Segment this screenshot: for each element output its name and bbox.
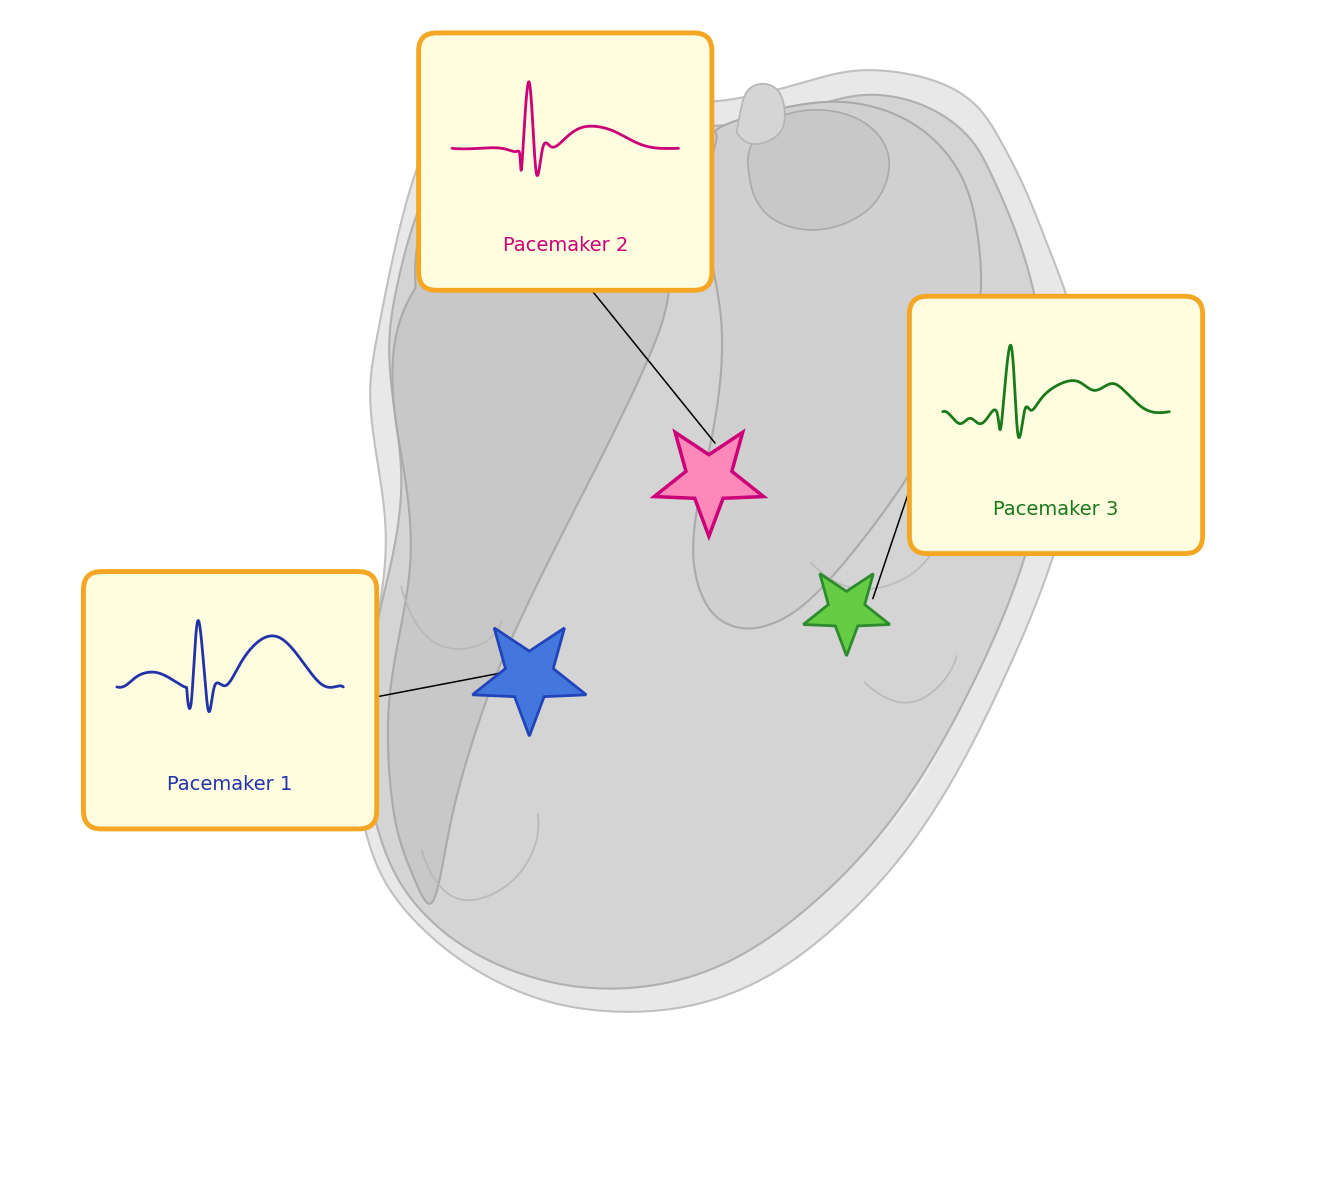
Polygon shape [736,84,784,144]
Polygon shape [498,130,658,260]
Polygon shape [472,628,586,736]
Polygon shape [654,432,763,536]
Ellipse shape [580,351,860,739]
Text: Pacemaker 1: Pacemaker 1 [167,774,292,794]
Polygon shape [364,95,1049,989]
Text: Pacemaker 2: Pacemaker 2 [503,236,628,255]
Polygon shape [655,74,706,142]
Ellipse shape [456,178,986,911]
FancyBboxPatch shape [84,572,376,828]
Text: Pacemaker 3: Pacemaker 3 [994,499,1119,518]
Polygon shape [356,71,1081,1011]
FancyBboxPatch shape [419,34,712,291]
Polygon shape [803,573,890,656]
Ellipse shape [519,265,923,825]
Polygon shape [748,110,890,230]
FancyBboxPatch shape [910,297,1203,554]
Polygon shape [694,102,980,628]
Polygon shape [388,153,670,904]
